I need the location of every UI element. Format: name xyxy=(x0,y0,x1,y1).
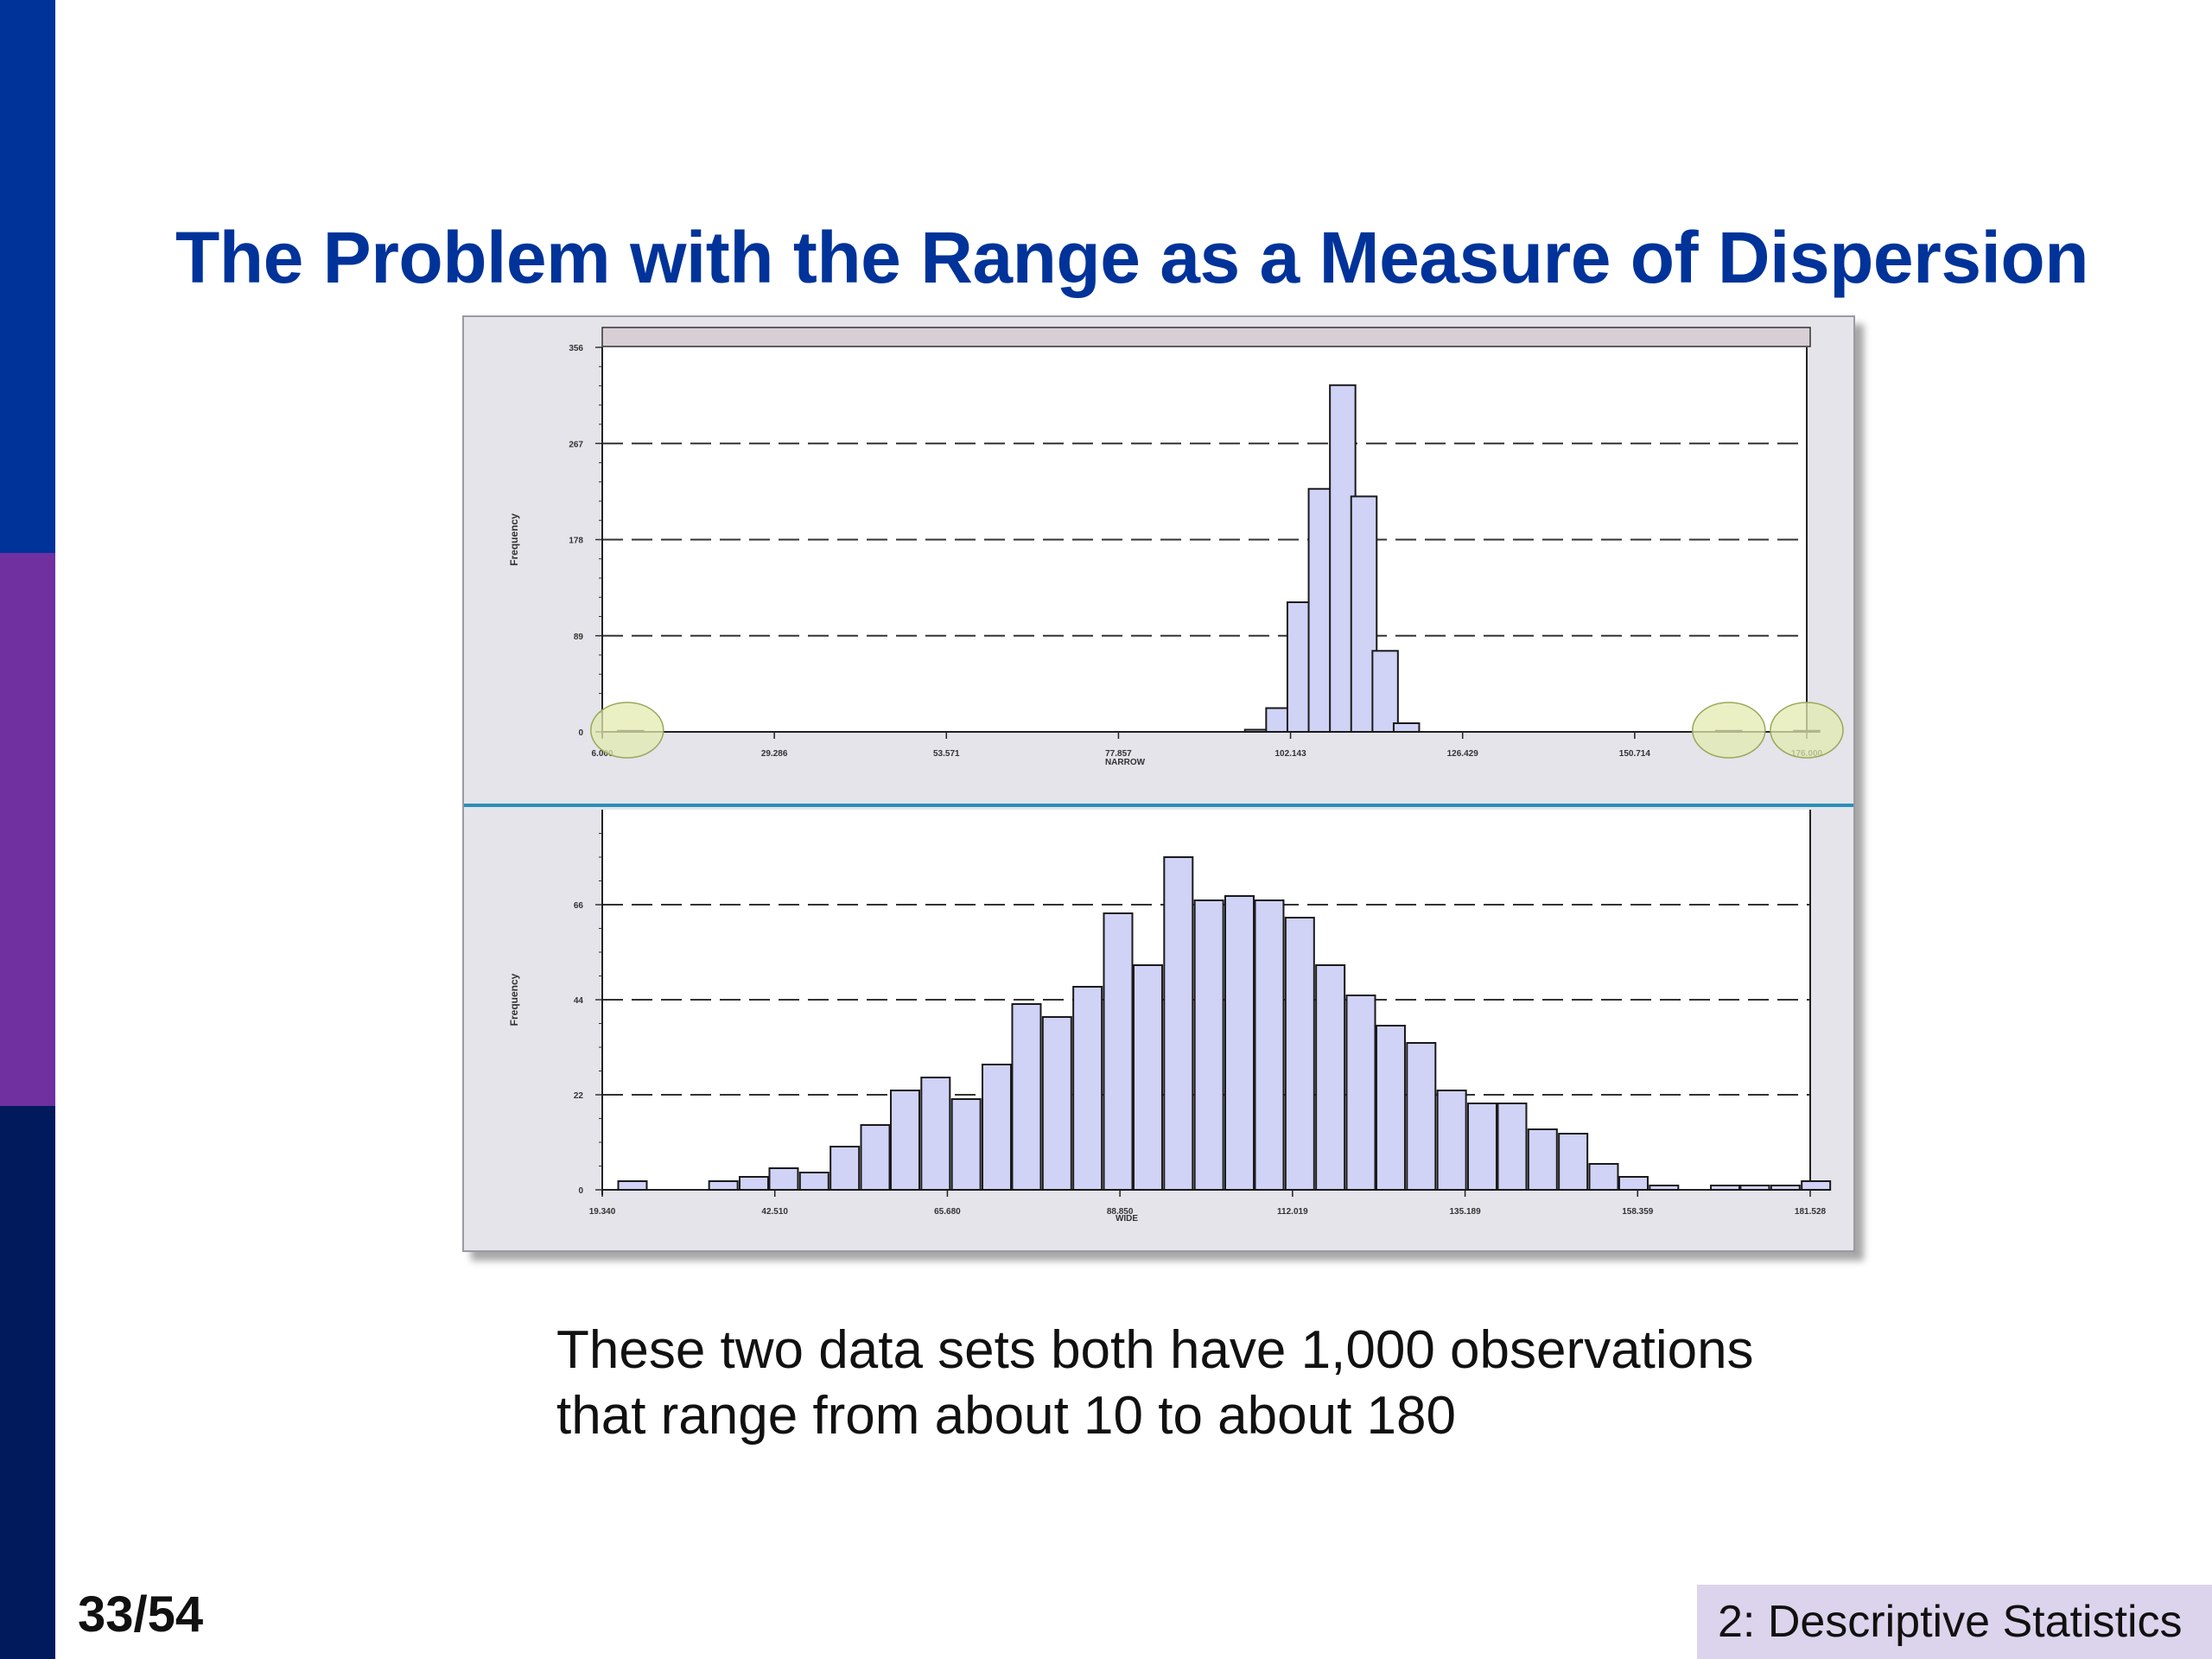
x-tick-label: 77.857 xyxy=(1105,749,1132,759)
x-tick-label: 53.571 xyxy=(933,749,960,759)
histogram-bar xyxy=(920,1077,951,1191)
histogram-bar xyxy=(950,1098,982,1191)
x-tick-label: 158.359 xyxy=(1622,1207,1654,1217)
histogram-bar xyxy=(1103,912,1134,1191)
histogram-bar xyxy=(1375,1025,1406,1191)
histogram-bar xyxy=(1618,1176,1649,1191)
x-tick-label: 29.286 xyxy=(761,749,788,759)
x-axis-title: NARROW xyxy=(1105,758,1146,767)
sidebar-band-bottom xyxy=(0,1106,55,1659)
histogram-bar xyxy=(768,1167,799,1191)
histogram-bar xyxy=(1588,1163,1619,1191)
histogram-bar xyxy=(1770,1185,1801,1191)
caption-line-1: These two data sets both have 1,000 obse… xyxy=(556,1320,1754,1380)
histogram-bar xyxy=(798,1172,830,1191)
section-label: 2: Descriptive Statistics xyxy=(1697,1585,2212,1659)
histogram-bar xyxy=(860,1124,891,1191)
plot-header-bar xyxy=(601,327,1811,347)
extreme-value-highlight xyxy=(1692,702,1766,759)
histogram-bar xyxy=(1392,722,1421,733)
histogram-bar xyxy=(617,1180,648,1191)
histogram-bar xyxy=(1649,1185,1680,1191)
histogram-bar xyxy=(738,1176,769,1191)
histogram-bar xyxy=(1254,899,1285,1191)
histogram-bar xyxy=(889,1090,920,1191)
y-axis-title: Frequency xyxy=(508,973,520,1026)
histogram-bar xyxy=(1436,1090,1467,1191)
y-axis-title: Frequency xyxy=(508,513,520,566)
histogram-bar xyxy=(708,1180,739,1191)
y-tick-label: 356 xyxy=(569,344,583,353)
histogram-bar xyxy=(1224,895,1255,1191)
histogram-bar xyxy=(830,1146,861,1191)
histogram-bar xyxy=(1284,917,1315,1191)
x-tick-label: 88.850 xyxy=(1107,1207,1134,1217)
sidebar-band-middle xyxy=(0,553,55,1106)
x-tick-label: 6.000 xyxy=(591,749,613,759)
y-tick-label: 178 xyxy=(569,537,583,546)
histogram-bar xyxy=(1041,1016,1072,1191)
histogram-figure: 0 89 178 267 356 6.000 29.286 53.571 77.857 102.1… xyxy=(462,315,1855,1252)
histogram-bar xyxy=(1011,1003,1042,1191)
histogram-svg: 0 89 178 267 356 6.000 29.286 53.571 77.857 102.1… xyxy=(464,327,1853,1224)
histogram-bar xyxy=(1709,1185,1740,1191)
histogram-bar xyxy=(1527,1128,1558,1191)
x-tick-label: 150.714 xyxy=(1619,749,1651,759)
histogram-bar xyxy=(1315,964,1346,1191)
histogram-bar xyxy=(1558,1133,1589,1191)
caption-line-2: that range from about 10 to about 180 xyxy=(556,1386,1456,1446)
x-tick-label: 102.143 xyxy=(1274,749,1306,759)
y-tick-label: 89 xyxy=(574,632,584,642)
histogram-bar xyxy=(1193,899,1224,1191)
histogram-narrow: 0 89 178 267 356 6.000 29.286 53.571 77.857 102.1… xyxy=(508,327,1844,767)
histogram-bar xyxy=(981,1064,1012,1191)
caption: These two data sets both have 1,000 obse… xyxy=(556,1318,1754,1449)
x-tick-label: 112.019 xyxy=(1277,1207,1308,1217)
extreme-value-highlight xyxy=(1770,702,1844,759)
x-tick-label: 65.680 xyxy=(934,1207,961,1217)
histogram-bar xyxy=(1406,1042,1437,1191)
y-tick-label: 0 xyxy=(578,728,583,738)
histogram-bar xyxy=(1739,1185,1770,1191)
x-tick-label: 19.340 xyxy=(589,1207,616,1217)
histogram-bar xyxy=(1371,650,1399,733)
slide-title: The Problem with the Range as a Measure … xyxy=(175,217,2089,298)
page-number: 33/54 xyxy=(78,1586,204,1643)
x-tick-label: 42.510 xyxy=(761,1207,788,1217)
histogram-bar xyxy=(1132,964,1163,1191)
x-tick-label: 181.528 xyxy=(1795,1207,1827,1217)
histogram-bar xyxy=(1345,995,1376,1191)
histogram-bar xyxy=(1466,1103,1497,1191)
y-tick-label: 22 xyxy=(574,1091,584,1101)
histogram-wide: 0 22 44 66 19.340 42.510 65.680 88.850 112.019 13… xyxy=(508,810,1832,1224)
y-tick-label: 44 xyxy=(574,996,584,1006)
x-axis-title: WIDE xyxy=(1116,1214,1138,1224)
y-tick-label: 0 xyxy=(578,1186,583,1196)
histogram-bar xyxy=(1497,1103,1528,1191)
y-tick-label: 66 xyxy=(574,901,584,911)
histogram-bar xyxy=(1163,856,1194,1191)
x-tick-label: 126.429 xyxy=(1447,749,1479,759)
x-tick-label: 135.189 xyxy=(1449,1207,1481,1217)
histogram-bar xyxy=(1801,1180,1832,1191)
histogram-bar xyxy=(1072,986,1103,1191)
y-tick-label: 267 xyxy=(569,440,583,449)
sidebar-band-top xyxy=(0,0,55,553)
extreme-value-highlight xyxy=(590,702,664,759)
